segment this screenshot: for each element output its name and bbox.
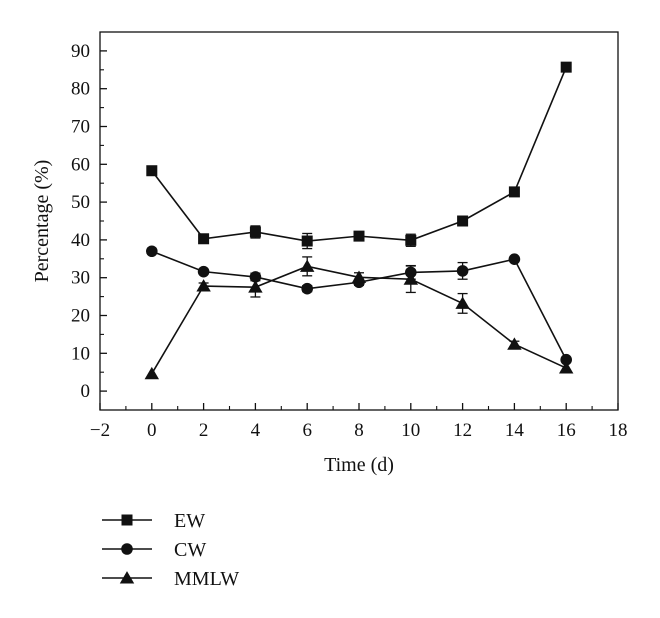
legend-marker-ew: [121, 514, 133, 526]
point-cw: [146, 245, 158, 258]
x-tick-label: 2: [199, 420, 209, 441]
y-tick-label: 10: [71, 343, 90, 364]
point-mmlw: [403, 272, 419, 285]
point-cw: [301, 282, 314, 295]
point-cw: [560, 353, 572, 366]
y-tick-label: 90: [71, 41, 90, 62]
x-tick-label: 0: [147, 420, 157, 441]
y-tick-label: 0: [81, 381, 91, 402]
y-tick-label: 40: [71, 230, 90, 251]
legend-label-mmlw: MMLW: [174, 568, 239, 590]
point-ew: [457, 215, 469, 227]
legend-marker-cw: [121, 543, 133, 555]
series-line-cw: [151, 250, 567, 361]
point-mmlw: [248, 280, 263, 293]
legend-label-cw: CW: [174, 539, 206, 561]
x-tick-label: 6: [302, 420, 312, 441]
x-axis-title: Time (d): [324, 454, 394, 476]
y-tick-label: 30: [71, 268, 90, 289]
x-tick-label: 18: [609, 420, 628, 441]
x-tick-label: 4: [251, 420, 261, 441]
point-mmlw: [507, 337, 522, 350]
x-tick-label: 14: [505, 420, 525, 441]
point-ew: [301, 235, 313, 247]
y-tick-label: 70: [71, 117, 90, 138]
series-line-ew: [151, 66, 567, 242]
point-mmlw: [299, 259, 315, 272]
point-cw: [456, 265, 469, 277]
y-axis-title: Percentage (%): [31, 160, 53, 283]
axis-ticks: −2 0 2 4 6 8 10 12 14 16 18 0 10 20 30 40 50 60 70 80 90: [71, 41, 628, 441]
series-markers: [144, 61, 574, 380]
x-tick-label: 8: [354, 420, 364, 441]
y-tick-label: 80: [71, 79, 90, 100]
point-ew: [146, 165, 158, 177]
point-ew: [249, 226, 261, 238]
x-tick-label: 10: [401, 420, 420, 441]
point-cw: [508, 253, 521, 265]
point-ew: [508, 186, 520, 198]
y-tick-label: 20: [71, 306, 90, 327]
point-mmlw: [455, 296, 470, 309]
series-lines: [151, 66, 567, 375]
y-tick-label: 60: [71, 154, 90, 175]
point-ew: [353, 230, 365, 242]
legend: EW CW MMLW: [102, 510, 239, 590]
legend-marker-mmlw: [119, 571, 135, 584]
point-mmlw: [558, 361, 574, 374]
point-mmlw: [351, 270, 367, 283]
point-cw: [249, 271, 262, 283]
plot-frame: [99, 31, 619, 411]
x-tick-label: 16: [557, 420, 576, 441]
error-bars: [146, 63, 572, 348]
point-ew: [405, 234, 417, 246]
point-mmlw: [196, 279, 211, 292]
x-tick-label: 12: [453, 420, 472, 441]
x-tick-label: −2: [90, 420, 110, 441]
y-tick-label: 50: [71, 192, 90, 213]
point-cw: [197, 265, 210, 278]
legend-label-ew: EW: [174, 510, 205, 532]
point-ew: [560, 61, 572, 73]
point-ew: [198, 233, 210, 245]
point-mmlw: [144, 366, 160, 380]
